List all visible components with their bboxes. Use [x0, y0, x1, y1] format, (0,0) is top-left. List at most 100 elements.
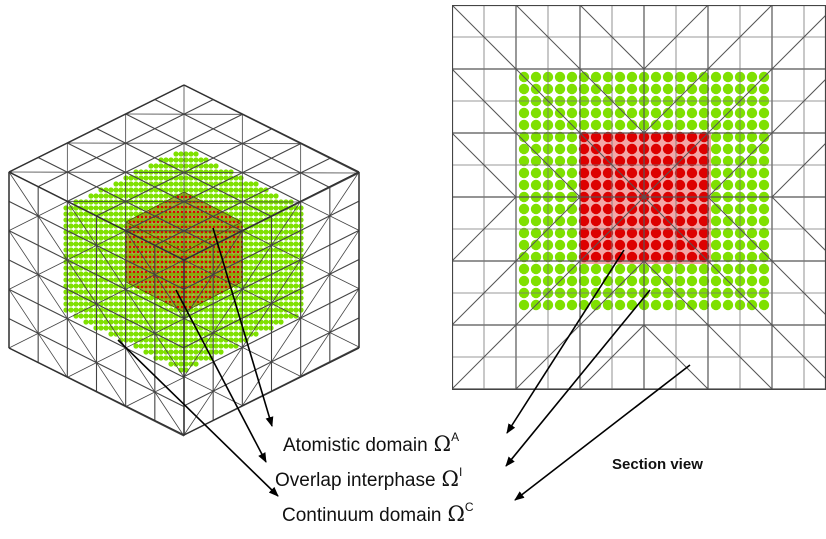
atomistic-atom: [229, 271, 231, 273]
atomistic-atom: [177, 266, 179, 268]
atomistic-atom: [181, 216, 183, 218]
atomistic-atom: [165, 276, 167, 278]
overlap-atom: [68, 211, 73, 216]
overlap-atom: [238, 175, 243, 180]
atomistic-atom: [591, 168, 601, 178]
atomistic-atom: [237, 246, 239, 248]
overlap-atom: [98, 205, 103, 210]
overlap-atom: [133, 343, 138, 348]
section-mesh: [452, 5, 826, 390]
overlap-atom: [627, 108, 637, 118]
overlap-atom: [223, 319, 228, 324]
overlap-atom: [555, 204, 565, 214]
atomistic-atom: [129, 221, 131, 223]
overlap-atom: [288, 295, 293, 300]
overlap-atom: [223, 331, 228, 336]
atomistic-atom: [177, 211, 179, 213]
overlap-atom: [158, 169, 163, 174]
overlap-atom: [78, 199, 83, 204]
atomistic-atom: [221, 246, 223, 248]
overlap-atom: [273, 229, 278, 234]
overlap-atom: [83, 199, 88, 204]
atomistic-atom: [181, 211, 183, 213]
mesh-diagonal: [301, 201, 330, 216]
overlap-atom: [663, 84, 673, 94]
atomistic-atom: [217, 236, 219, 238]
overlap-atom: [531, 168, 541, 178]
atomistic-atom: [141, 261, 143, 263]
overlap-atom: [193, 343, 198, 348]
overlap-atom: [273, 265, 278, 270]
atomistic-atom: [153, 226, 155, 228]
overlap-atom: [88, 259, 93, 264]
atomistic-atom: [197, 261, 199, 263]
overlap-atom: [273, 223, 278, 228]
overlap-atom: [288, 247, 293, 252]
overlap-atom: [243, 325, 248, 330]
mesh-diagonal: [38, 333, 67, 377]
overlap-atom: [258, 229, 263, 234]
overlap-atom: [158, 319, 163, 324]
overlap-atom: [519, 276, 529, 286]
overlap-atom: [78, 241, 83, 246]
superscript: I: [459, 465, 462, 479]
overlap-atom: [168, 187, 173, 192]
atomistic-atom: [173, 281, 175, 283]
overlap-atom: [118, 187, 123, 192]
atomistic-atom: [133, 281, 135, 283]
overlap-atom: [68, 271, 73, 276]
overlap-atom: [293, 235, 298, 240]
overlap-atom: [98, 199, 103, 204]
overlap-atom: [68, 277, 73, 282]
atomistic-atom: [177, 271, 179, 273]
overlap-atom: [615, 72, 625, 82]
atomistic-atom: [615, 144, 625, 154]
overlap-atom: [293, 307, 298, 312]
overlap-atom: [278, 259, 283, 264]
overlap-atom: [243, 181, 248, 186]
atomistic-atom: [177, 276, 179, 278]
atomistic-atom: [161, 221, 163, 223]
mesh-diagonal: [97, 348, 126, 363]
overlap-atom: [567, 168, 577, 178]
atomistic-atom: [165, 236, 167, 238]
overlap-atom: [238, 205, 243, 210]
overlap-atom: [213, 175, 218, 180]
atomistic-atom: [169, 246, 171, 248]
overlap-atom: [203, 319, 208, 324]
atomistic-atom: [165, 286, 167, 288]
atomistic-atom: [217, 251, 219, 253]
overlap-atom: [103, 265, 108, 270]
atomistic-atom: [205, 221, 207, 223]
overlap-atom: [273, 259, 278, 264]
atomistic-atom: [137, 261, 139, 263]
overlap-atom: [759, 120, 769, 130]
overlap-atom: [73, 223, 78, 228]
atomistic-atom: [181, 291, 183, 293]
atomistic-atom: [201, 226, 203, 228]
overlap-atom: [223, 343, 228, 348]
overlap-atom: [218, 343, 223, 348]
overlap-atom: [567, 300, 577, 310]
atomistic-atom: [197, 276, 199, 278]
overlap-atom: [193, 361, 198, 366]
overlap-atom: [108, 271, 113, 276]
overlap-atom: [213, 193, 218, 198]
overlap-atom: [78, 301, 83, 306]
overlap-atom: [168, 349, 173, 354]
overlap-atom: [158, 175, 163, 180]
atomistic-atom: [157, 251, 159, 253]
overlap-atom: [143, 301, 148, 306]
overlap-atom: [293, 211, 298, 216]
overlap-atom: [293, 247, 298, 252]
overlap-atom: [213, 349, 218, 354]
overlap-atom: [273, 217, 278, 222]
atomistic-atom: [185, 196, 187, 198]
overlap-atom: [663, 264, 673, 274]
overlap-atom: [263, 223, 268, 228]
atomistic-atom: [221, 236, 223, 238]
overlap-atom: [138, 187, 143, 192]
mesh-diagonal: [97, 363, 126, 407]
atomistic-atom: [193, 271, 195, 273]
atomistic-atom: [197, 301, 199, 303]
